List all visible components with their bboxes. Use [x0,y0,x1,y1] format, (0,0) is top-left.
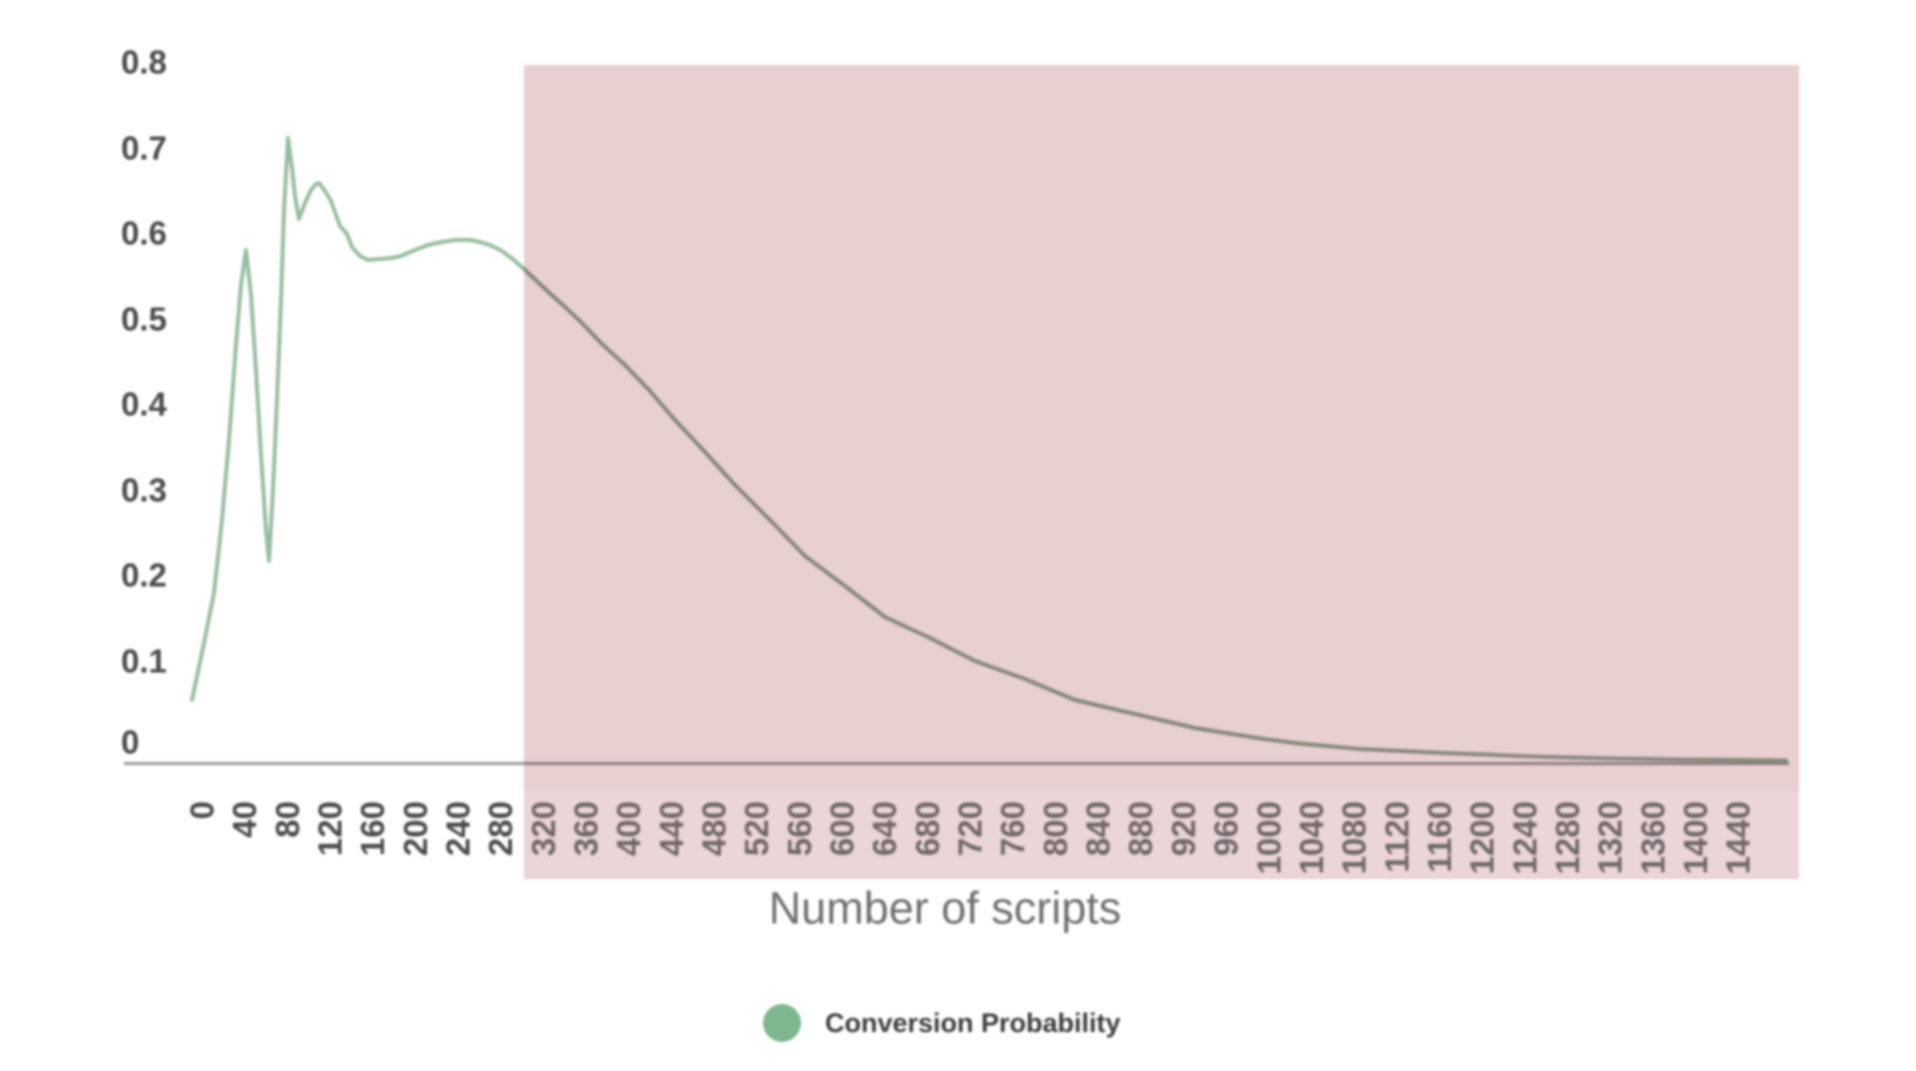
svg-text:160: 160 [354,801,391,856]
svg-text:40: 40 [226,801,263,838]
svg-text:0: 0 [121,724,139,761]
svg-text:0.2: 0.2 [121,557,167,594]
svg-text:0.7: 0.7 [121,130,167,167]
svg-text:Number of scripts: Number of scripts [769,883,1122,934]
svg-text:0.6: 0.6 [121,215,167,252]
svg-text:120: 120 [312,801,349,856]
svg-text:0.3: 0.3 [121,472,167,509]
svg-text:0.1: 0.1 [121,643,167,680]
svg-text:0.4: 0.4 [121,386,168,423]
svg-text:80: 80 [269,801,306,838]
svg-text:0.5: 0.5 [121,301,167,338]
svg-text:200: 200 [397,801,434,856]
svg-text:Conversion Probability: Conversion Probability [825,1008,1121,1038]
svg-text:280: 280 [482,801,519,856]
svg-text:0: 0 [184,801,221,819]
svg-text:0.8: 0.8 [121,44,167,81]
svg-text:240: 240 [440,801,477,856]
